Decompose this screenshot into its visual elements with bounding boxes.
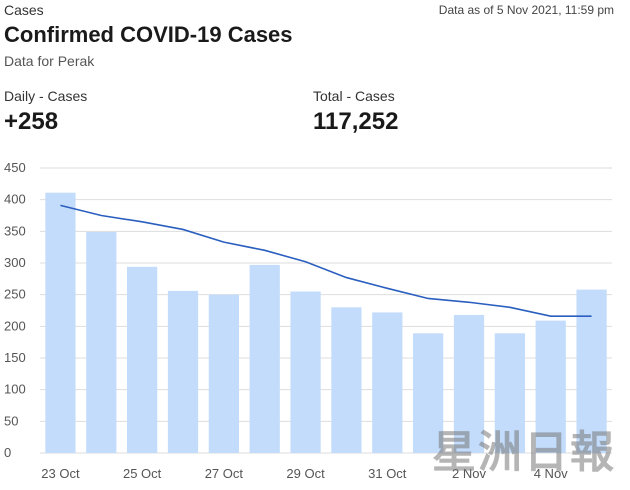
bar [331,307,362,453]
bar [453,314,485,453]
x-tick-label: 4 Nov [534,466,568,481]
bar [413,333,444,453]
x-tick-label: 29 Oct [286,466,325,481]
bar [86,231,117,453]
page-subtitle: Data for Perak [4,53,95,69]
total-cases-label: Total - Cases [313,88,395,104]
bar [45,192,76,453]
average-line [60,204,592,317]
y-tick-label: 350 [4,223,26,238]
y-tick-label: 0 [4,445,11,460]
daily-cases-label: Daily - Cases [4,88,88,104]
daily-cases-value: +258 [4,108,59,135]
bar [167,290,199,453]
y-tick-label: 50 [4,413,18,428]
x-tick-label: 2 Nov [452,466,486,481]
bar [208,294,239,453]
daily-cases-stat: Daily - Cases +258 [4,88,87,136]
y-tick-label: 300 [4,255,26,270]
page-title: Confirmed COVID-19 Cases [4,22,293,47]
total-cases-value: 117,252 [313,108,399,135]
bar [494,333,525,453]
y-tick-label: 150 [4,350,26,365]
bar [372,312,403,453]
bar [535,320,566,453]
section-label: Cases [4,2,44,18]
x-tick-label: 25 Oct [123,466,162,481]
cases-chart: 0 50 100 150 200 250 300 350 400 450 23 Oct 25 Oct 2… [4,160,612,481]
y-tick-label: 100 [4,382,26,397]
data-as-of: Data as of 5 Nov 2021, 11:59 pm [438,3,614,17]
y-tick-label: 200 [4,318,26,333]
newspaper-watermark: 星洲日報 [432,427,616,478]
x-tick-label: 27 Oct [205,466,244,481]
total-cases-stat: Total - Cases 117,252 [313,88,398,136]
bar [127,266,158,453]
x-tick-label: 31 Oct [368,466,407,481]
x-tick-label: 23 Oct [41,466,80,481]
bar [249,264,280,453]
y-tick-label: 450 [4,160,26,175]
bar [290,291,321,453]
y-tick-label: 250 [4,287,26,302]
y-tick-label: 400 [4,192,26,207]
